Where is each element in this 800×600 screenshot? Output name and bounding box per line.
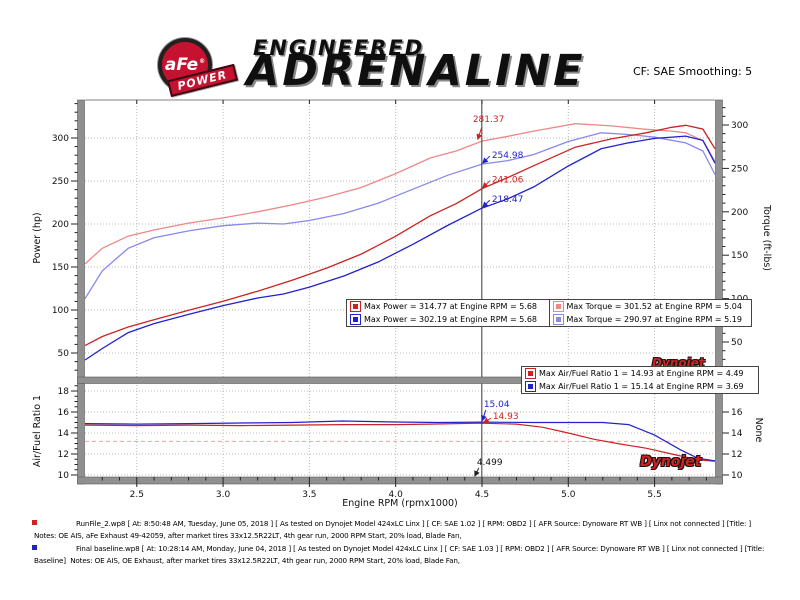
cursor-arrow xyxy=(476,127,483,141)
tick-label: 14 xyxy=(58,429,70,439)
tick-label: 5.5 xyxy=(647,490,661,500)
cursor-arrow xyxy=(482,199,491,208)
tick-label: 100 xyxy=(52,306,69,316)
tick-label: 12 xyxy=(58,450,69,460)
legend-afr-entry: Max Air/Fuel Ratio 1 = 15.14 at Engine R… xyxy=(522,380,758,393)
cursor-value-label: 241.06 xyxy=(492,176,524,186)
legend-afr-row: Max Air/Fuel Ratio 1 = 14.93 at Engine R… xyxy=(522,367,758,380)
tick-label: 2.5 xyxy=(130,490,144,500)
tick-label: 18 xyxy=(58,387,70,397)
cursor-afr-label: 14.93 xyxy=(493,412,519,422)
tick-label: 250 xyxy=(731,164,748,174)
cursor-arrow xyxy=(482,155,491,164)
tick-label: 4.5 xyxy=(475,490,489,500)
afr-axis-title: Air/Fuel Ratio 1 xyxy=(32,395,43,467)
afr-right-axis-title: None xyxy=(753,418,764,443)
run-entry-baseline: Final baseline.wp8 [ At: 10:28:14 AM, Mo… xyxy=(30,543,778,566)
curve-power-afe xyxy=(84,124,716,347)
tick-label: 10 xyxy=(58,471,70,481)
run-file-info: Final baseline.wp8 [ At: 10:28:14 AM, Mo… xyxy=(76,544,765,553)
tick-label: 50 xyxy=(731,338,743,348)
legend-air-fuel-ratio: Max Air/Fuel Ratio 1 = 14.93 at Engine R… xyxy=(521,366,759,394)
cursor-arrow xyxy=(482,417,492,424)
cursor-arrow xyxy=(481,409,487,422)
curve-power-baseline xyxy=(84,135,716,361)
cursor-afr-label: 15.04 xyxy=(484,400,510,410)
curve-torque-afe xyxy=(84,123,716,265)
tick-label: 16 xyxy=(731,408,743,418)
dynojet-watermark-afr: Dynojet xyxy=(640,454,702,470)
tick-label: 16 xyxy=(58,408,70,418)
legend-power-torque-entry: Max Power = 314.77 at Engine RPM = 5.68 xyxy=(347,300,549,313)
tick-label: 200 xyxy=(52,220,69,230)
tagline-adrenaline: ADRENALINE xyxy=(246,46,586,96)
tagline-engineered: ENGINEERED xyxy=(253,36,425,60)
series-marker-icon xyxy=(525,368,536,379)
registered-mark: ® xyxy=(199,57,206,65)
run-notes: Baseline] Notes: OE AIS, OE Exhaust, aft… xyxy=(34,555,460,565)
legend-power-torque-label: Max Torque = 290.97 at Engine RPM = 5.19 xyxy=(566,315,742,324)
tick-label: 300 xyxy=(731,121,748,131)
legend-power-torque-entry: Max Torque = 290.97 at Engine RPM = 5.19 xyxy=(548,313,752,326)
tick-label: 250 xyxy=(52,177,69,187)
tick-label: 200 xyxy=(731,208,748,218)
legend-afr-label: Max Air/Fuel Ratio 1 = 14.93 at Engine R… xyxy=(539,369,744,378)
legend-power-torque-label: Max Power = 302.19 at Engine RPM = 5.68 xyxy=(364,315,538,324)
tick-label: 300 xyxy=(52,134,69,144)
legend-afr-entry: Max Air/Fuel Ratio 1 = 14.93 at Engine R… xyxy=(522,367,758,380)
tick-label: 14 xyxy=(731,429,743,439)
run-info-footer: RunFile_2.wp8 [ At: 8:50:48 AM, Tuesday,… xyxy=(30,518,778,568)
legend-power-torque-label: Max Torque = 301.52 at Engine RPM = 5.04 xyxy=(566,302,742,311)
legend-power-torque-row: Max Power = 302.19 at Engine RPM = 5.68 M… xyxy=(347,313,751,326)
legend-afr-label: Max Air/Fuel Ratio 1 = 15.14 at Engine R… xyxy=(539,382,744,391)
run-notes: Notes: OE AIS, aFe Exhaust 49-42059, aft… xyxy=(34,530,462,540)
axis-bar xyxy=(715,99,723,485)
tick-label: 5.0 xyxy=(561,490,576,500)
axis-bar xyxy=(77,476,723,485)
cursor-value-label: 254.98 xyxy=(492,151,524,161)
legend-power-torque-label: Max Power = 314.77 at Engine RPM = 5.68 xyxy=(364,302,538,311)
afe-logo-text: aFe xyxy=(164,55,199,75)
curve-afr-afe xyxy=(84,422,716,462)
axis-bar xyxy=(77,99,85,485)
legend-power-torque: Max Power = 314.77 at Engine RPM = 5.68 M… xyxy=(346,299,752,327)
x-axis-title: Engine RPM (rpmx1000) xyxy=(342,498,458,509)
legend-afr-row: Max Air/Fuel Ratio 1 = 15.14 at Engine R… xyxy=(522,380,758,393)
cursor-arrow xyxy=(474,467,480,477)
series-marker-icon xyxy=(350,314,361,325)
tick-label: 3.0 xyxy=(216,490,231,500)
power-axis-title: Power (hp) xyxy=(32,212,43,263)
series-marker-icon xyxy=(350,301,361,312)
tick-label: 150 xyxy=(52,263,69,273)
cursor-value-label: 218.47 xyxy=(492,195,524,205)
tick-label: 150 xyxy=(731,251,748,261)
run-bullet-red xyxy=(32,520,37,525)
tick-label: 50 xyxy=(58,349,70,359)
cursor-rpm-label: 4.499 xyxy=(477,458,503,468)
curve-torque-baseline xyxy=(84,132,716,299)
tick-label: 10 xyxy=(731,471,743,481)
tick-label: 4.0 xyxy=(389,490,404,500)
run-file-info: RunFile_2.wp8 [ At: 8:50:48 AM, Tuesday,… xyxy=(76,519,752,528)
run-entry-afe: RunFile_2.wp8 [ At: 8:50:48 AM, Tuesday,… xyxy=(30,518,778,541)
tick-label: 12 xyxy=(731,450,742,460)
run-bullet-blue xyxy=(32,545,37,550)
series-marker-icon xyxy=(552,301,564,312)
series-marker-icon xyxy=(552,314,564,325)
cursor-value-label: 281.37 xyxy=(473,115,505,125)
cf-smoothing-label: CF: SAE Smoothing: 5 xyxy=(633,65,753,78)
legend-power-torque-row: Max Power = 314.77 at Engine RPM = 5.68 M… xyxy=(347,300,751,313)
tick-label: 3.5 xyxy=(302,490,316,500)
series-marker-icon xyxy=(525,381,536,392)
torque-axis-title: Torque (ft-lbs) xyxy=(761,204,772,271)
legend-power-torque-entry: Max Power = 302.19 at Engine RPM = 5.68 xyxy=(347,313,549,326)
legend-power-torque-entry: Max Torque = 301.52 at Engine RPM = 5.04 xyxy=(548,300,752,313)
cursor-arrow xyxy=(482,180,491,189)
